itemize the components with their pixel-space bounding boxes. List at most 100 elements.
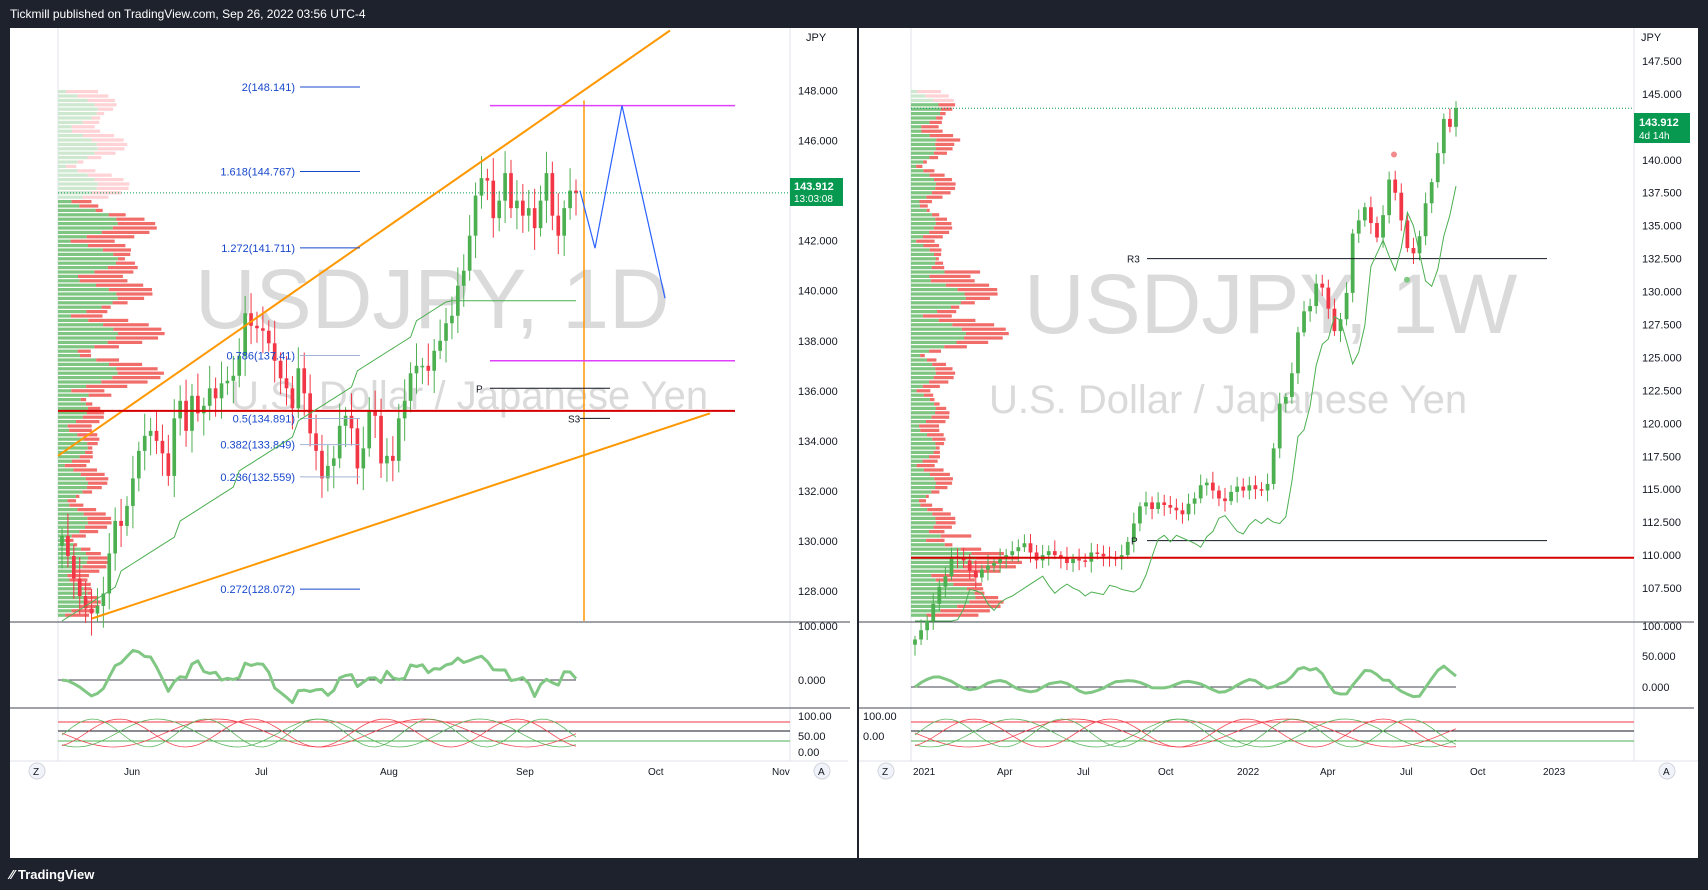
right-candle-22: [1046, 551, 1051, 556]
right-vol-up-101: [911, 534, 941, 538]
right-vol-down-97: [935, 516, 956, 520]
left-price-tick-3: 142.000: [798, 236, 838, 248]
right-z-button[interactable]: [877, 762, 895, 780]
left-bottom-axis[interactable]: Z A Jun Jul Aug Sep Oct Nov: [10, 760, 848, 780]
left-vol-up-15: [58, 156, 88, 160]
left-trendline-lower: [91, 412, 711, 620]
left-candle-24: [201, 405, 206, 414]
right-vol-up-4: [911, 107, 941, 111]
right-time-apr: Apr: [997, 767, 1013, 778]
left-z-button[interactable]: [28, 762, 46, 780]
left-candle-83: [550, 173, 555, 216]
right-vol-up-41: [911, 270, 945, 274]
right-chart-svg[interactable]: USDJPY, 1W U.S. Dollar / Japanese Yen 14…: [859, 28, 1698, 858]
right-vol-up-40: [911, 266, 932, 270]
right-vol-down-24: [926, 195, 943, 199]
right-vol-up-9: [911, 129, 922, 133]
left-vol-down-39: [115, 261, 135, 265]
left-rsi-pane: 100.000 0.000: [58, 621, 838, 705]
left-vol-down-32: [101, 230, 150, 234]
left-vol-down-10: [82, 134, 115, 138]
right-vol-down-100: [928, 530, 945, 534]
left-price-badge-value: 143.912: [794, 181, 834, 193]
right-vol-up-21: [911, 182, 936, 186]
left-vol-up-52: [58, 318, 89, 322]
left-vol-up-87: [58, 472, 81, 476]
left-vol-up-0: [58, 90, 66, 94]
right-vol-up-119: [911, 613, 927, 617]
right-vol-up-45: [911, 288, 958, 292]
right-price-tick-13: 112.500: [1642, 517, 1681, 529]
left-vol-down-69: [88, 393, 112, 397]
right-vol-up-37: [911, 252, 935, 256]
right-price-tick-3: 137.500: [1642, 188, 1682, 200]
left-vol-up-31: [58, 226, 113, 230]
left-vol-up-6: [58, 116, 92, 120]
left-candle-34: [261, 328, 265, 331]
right-candle-55: [1247, 485, 1252, 491]
left-vol-up-118: [58, 609, 72, 613]
right-vol-down-105: [971, 552, 1004, 556]
left-vol-down-70: [80, 398, 87, 402]
left-chart-panel[interactable]: USDJPY, 1D U.S. Dollar / Japanese Yen 14…: [10, 28, 857, 858]
right-candle-79: [1393, 179, 1398, 193]
right-vol-down-107: [973, 560, 1023, 564]
left-candle-69: [467, 235, 472, 271]
left-vol-up-34: [58, 239, 71, 243]
right-vol-up-51: [911, 314, 923, 318]
left-vol-up-96: [58, 512, 84, 516]
right-z-label: Z: [882, 767, 888, 778]
right-price-axis[interactable]: 147.500 145.000 140.000 137.500 135.000 132.5…: [859, 28, 1694, 761]
right-chart-panel[interactable]: USDJPY, 1W U.S. Dollar / Japanese Yen 14…: [859, 28, 1698, 858]
left-price-tick-4: 140.000: [798, 286, 838, 298]
tv-logo-icon: ⁄⁄: [10, 867, 18, 882]
right-vol-up-84: [911, 459, 923, 463]
left-vol-down-105: [85, 552, 101, 556]
right-vol-up-79: [911, 437, 933, 441]
right-candle-89: [1454, 108, 1458, 127]
right-vol-down-37: [934, 252, 942, 256]
right-candle-36: [1131, 523, 1136, 542]
right-watermark-symbol: USDJPY, 1W: [1024, 257, 1517, 351]
right-vol-up-62: [911, 362, 933, 366]
left-stoch-pane: 100.00 50.00 0.00: [58, 711, 832, 759]
left-candle-19: [172, 418, 177, 476]
right-vol-down-70: [929, 398, 935, 402]
right-vol-down-84: [922, 459, 938, 463]
left-chart-svg[interactable]: USDJPY, 1D U.S. Dollar / Japanese Yen 14…: [10, 28, 857, 858]
right-vol-up-56: [911, 336, 965, 340]
right-vol-down-42: [929, 274, 971, 278]
left-candle-78: [520, 200, 525, 216]
right-vol-down-57: [956, 340, 989, 344]
right-vol-down-56: [964, 336, 1003, 340]
left-a-button[interactable]: [813, 762, 831, 780]
right-bottom-axis[interactable]: Z A 2021 Apr Jul Oct 2022 Apr Jul Oct 20…: [859, 760, 1698, 780]
left-vol-up-42: [58, 274, 79, 278]
right-a-button[interactable]: [1658, 762, 1676, 780]
right-candle-18: [1022, 543, 1027, 548]
right-vol-up-18: [911, 169, 924, 173]
right-vol-down-19: [929, 173, 945, 177]
right-candle-11: [979, 569, 984, 578]
left-price-tick-6: 136.000: [798, 386, 838, 398]
left-vol-down-100: [79, 530, 99, 534]
left-vol-down-27: [95, 208, 103, 212]
right-vol-up-30: [911, 222, 936, 226]
right-vol-up-29: [911, 217, 936, 221]
right-vol-up-102: [911, 538, 927, 542]
right-vol-up-11: [911, 138, 937, 142]
right-vol-up-38: [911, 257, 936, 261]
left-vol-up-76: [58, 424, 68, 428]
left-vol-up-73: [58, 411, 87, 415]
right-vol-down-1: [925, 94, 949, 98]
right-vol-up-39: [911, 261, 936, 265]
left-vol-up-117: [58, 604, 80, 608]
left-candle-61: [420, 365, 425, 368]
left-vol-up-4: [58, 107, 98, 111]
left-candle-27: [219, 383, 224, 399]
right-vol-up-83: [911, 455, 929, 459]
right-r3-label: R3: [1127, 255, 1140, 266]
right-candle-46: [1192, 498, 1197, 504]
right-vol-up-53: [911, 323, 953, 327]
left-candle-9: [113, 520, 118, 554]
